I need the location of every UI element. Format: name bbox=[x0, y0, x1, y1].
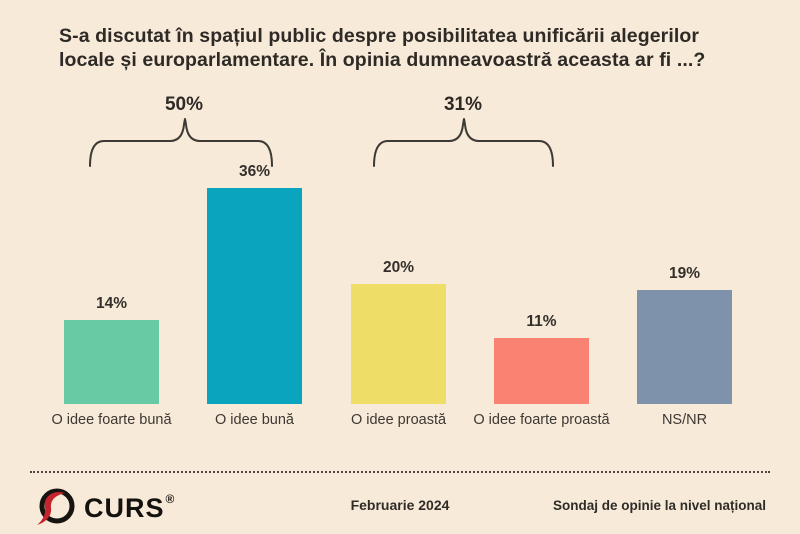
footer-date: Februarie 2024 bbox=[350, 497, 450, 513]
chart-bar bbox=[207, 188, 302, 404]
footer-note: Sondaj de opinie la nivel național bbox=[552, 498, 766, 513]
bracket-right-icon bbox=[373, 118, 554, 167]
chart-bar bbox=[637, 290, 732, 404]
bar-category-label: O idee foarte proastă bbox=[473, 412, 610, 428]
bar-value-label: 19% bbox=[668, 265, 701, 282]
chart-bar bbox=[64, 320, 159, 404]
curs-logo-icon bbox=[37, 488, 75, 525]
bar-category-label: O idee bună bbox=[214, 412, 294, 428]
curs-logo: CURS ® bbox=[36, 486, 174, 530]
group-label-right: 31% bbox=[443, 94, 483, 115]
bar-value-label: 36% bbox=[238, 163, 271, 180]
group-label-left: 50% bbox=[164, 94, 204, 115]
footer-divider bbox=[30, 471, 770, 473]
chart-bar bbox=[494, 338, 589, 404]
curs-logo-text: CURS bbox=[84, 492, 165, 523]
bar-category-label: O idee proastă bbox=[350, 412, 447, 428]
bar-value-label: 14% bbox=[95, 295, 128, 312]
bar-value-label: 11% bbox=[526, 313, 557, 330]
chart-bar bbox=[351, 284, 446, 404]
bar-category-label: O idee foarte bună bbox=[51, 412, 172, 428]
registered-trademark: ® bbox=[165, 492, 175, 506]
page-title: S-a discutat în spațiul public despre po… bbox=[59, 25, 706, 72]
bracket-left-icon bbox=[89, 118, 273, 167]
bracket-decorations bbox=[89, 118, 554, 167]
bar-value-label: 20% bbox=[382, 259, 415, 276]
bar-category-label: NS/NR bbox=[661, 412, 708, 428]
